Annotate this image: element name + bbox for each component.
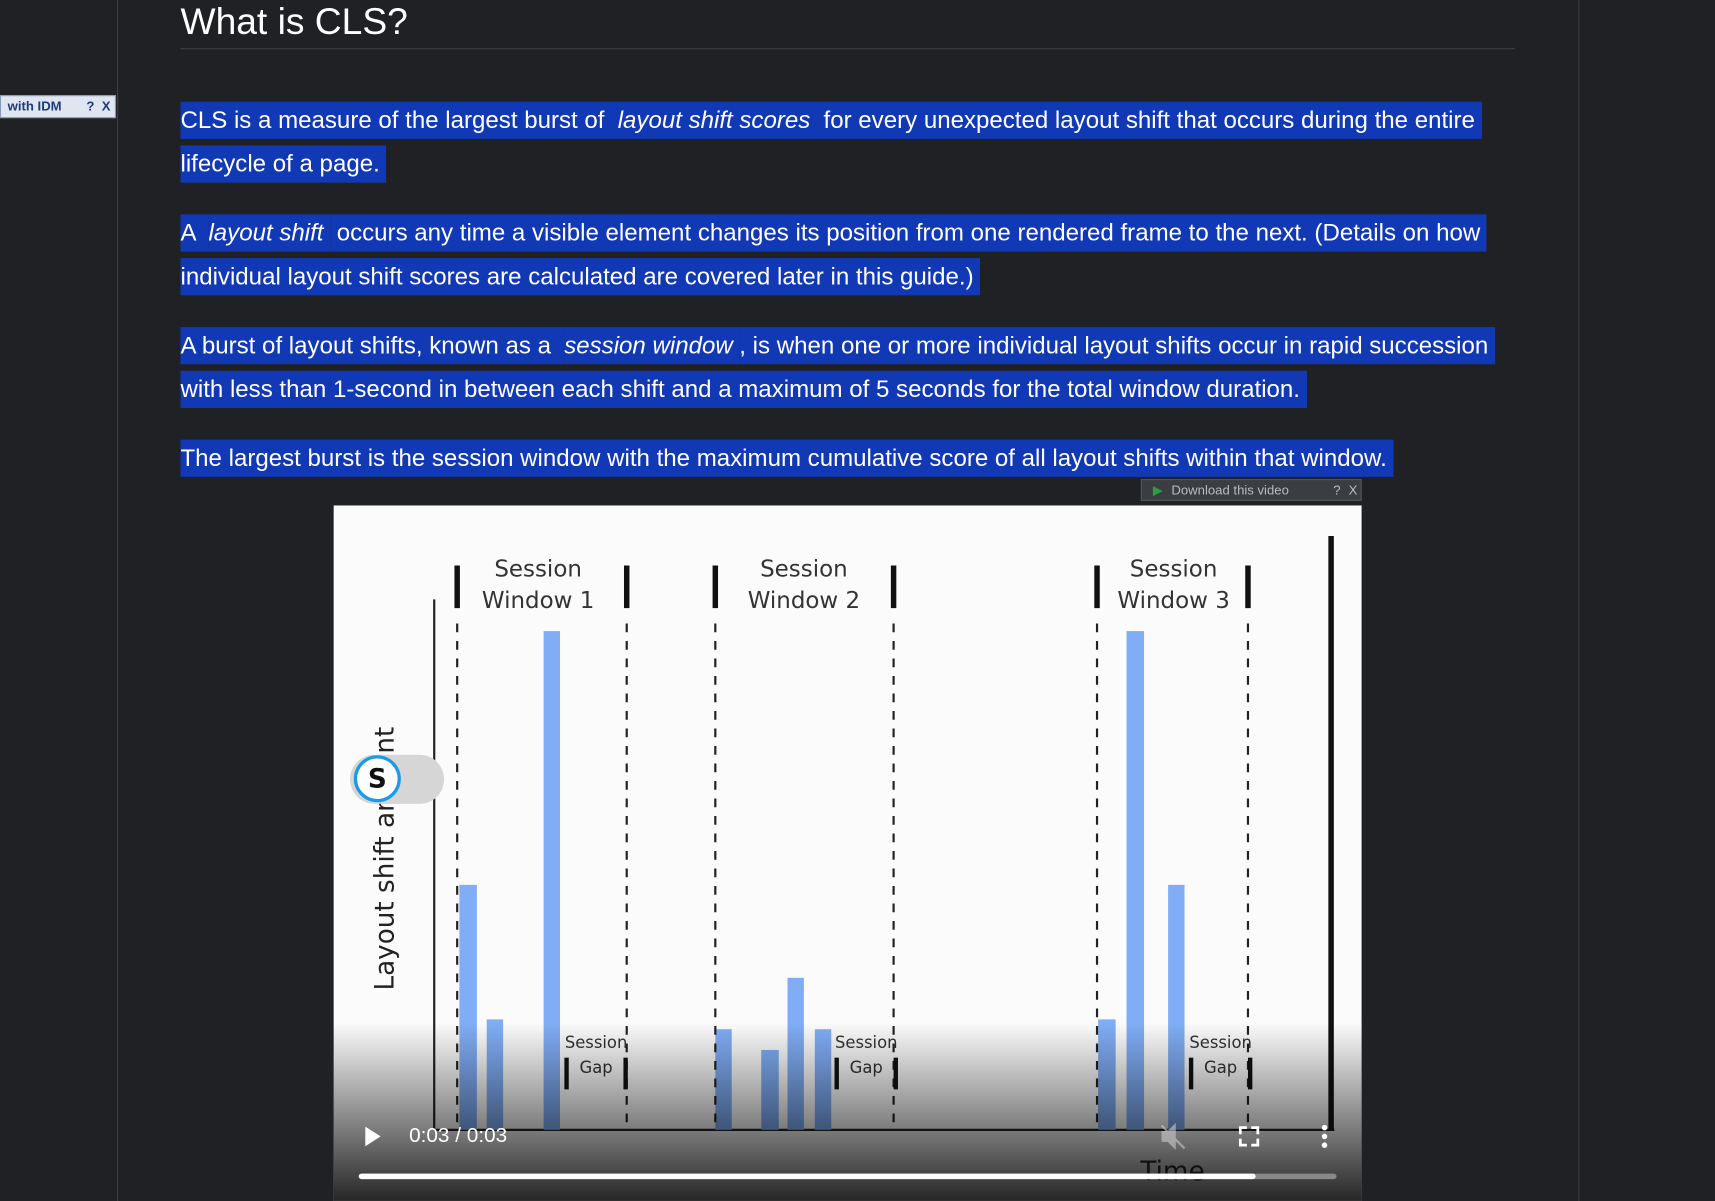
window-label: Window 2	[748, 588, 860, 614]
text: CLS is a measure of the largest burst of	[180, 101, 618, 139]
column-border	[1578, 0, 1580, 1201]
text: A	[180, 214, 209, 252]
window-label: Session	[1130, 556, 1218, 582]
fullscreen-button[interactable]	[1238, 1126, 1260, 1147]
idm-close[interactable]: X	[101, 98, 111, 114]
text: , is when one or more individual layout …	[180, 327, 1495, 408]
menu-button[interactable]	[1321, 1124, 1328, 1148]
text: The largest burst is the session window …	[180, 439, 1394, 477]
text: occurs any time a visible element change…	[180, 214, 1487, 296]
download-label[interactable]: Download this video	[1171, 482, 1289, 498]
progress-fill[interactable]	[358, 1173, 1256, 1180]
window-label: Session	[494, 556, 582, 582]
play-icon: ▶	[1152, 482, 1163, 498]
heading: What is CLS?	[180, 1, 408, 43]
paragraph: The largest burst is the session window …	[180, 436, 1498, 480]
paragraph: CLS is a measure of the largest burst of…	[180, 98, 1498, 186]
toggle-knob[interactable]	[353, 755, 401, 803]
paragraph: A layout shift occurs any time a visible…	[180, 211, 1498, 299]
mute-button[interactable]	[1160, 1122, 1186, 1150]
emphasis: layout shift scores	[617, 101, 817, 139]
play-button[interactable]	[365, 1126, 381, 1147]
text: A burst of layout shifts, known as a	[180, 327, 565, 365]
video-time: 0:03 / 0:03	[409, 1124, 507, 1147]
idm-label[interactable]: with IDM	[7, 98, 62, 114]
idm-help[interactable]: ?	[86, 98, 95, 114]
toggle[interactable]: S	[350, 754, 445, 804]
column-border	[117, 0, 119, 1201]
emphasis: session window	[564, 327, 740, 365]
controls-shade	[333, 1022, 1362, 1201]
emphasis: layout shift	[208, 214, 331, 252]
download-close[interactable]: X	[1348, 482, 1358, 498]
idm-button[interactable]: with IDM ? X	[0, 95, 116, 119]
download-bar[interactable]: ▶ Download this video ? X	[1140, 479, 1362, 501]
paragraph: A burst of layout shifts, known as a ses…	[180, 324, 1498, 412]
download-help[interactable]: ?	[1333, 482, 1341, 498]
window-label: Window 1	[482, 588, 594, 614]
divider	[180, 48, 1515, 50]
window-label: Window 3	[1117, 588, 1229, 614]
toggle-label[interactable]: S	[368, 764, 387, 794]
bar	[543, 631, 560, 1130]
bar	[1126, 631, 1145, 1130]
window-label: Session	[760, 556, 848, 582]
article-text: CLS is a measure of the largest burst of…	[180, 98, 1498, 505]
